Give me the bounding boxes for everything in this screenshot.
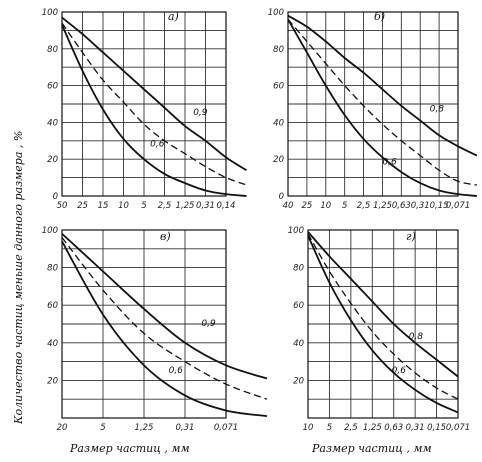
plot-frame xyxy=(287,11,459,197)
y-tick-label: 0 xyxy=(53,192,58,202)
series-line-0-9 xyxy=(61,16,247,172)
x-tick-label: 1,25 xyxy=(135,423,154,433)
x-tick-label: 50 xyxy=(57,201,68,211)
x-tick-label: 0,63 xyxy=(392,201,411,211)
panel-letter: г) xyxy=(406,230,416,243)
x-tick-label: 0,15 xyxy=(427,423,446,433)
series-line-dashed xyxy=(287,18,478,186)
x-tick-label: 15 xyxy=(98,201,109,211)
x-tick-label: 20 xyxy=(57,423,68,433)
x-tick-label: 5 xyxy=(100,423,105,433)
x-tick-label: 10 xyxy=(303,423,314,433)
series-line-0-9 xyxy=(61,233,268,380)
curve-label: 0,9 xyxy=(193,108,208,118)
y-axis-title: Количество частиц меньше данного размера… xyxy=(12,131,25,425)
series-line-0-8 xyxy=(307,231,459,378)
curve-label: 0,8 xyxy=(430,104,445,114)
x-axis-title-left: Размер частиц , мм xyxy=(69,442,190,455)
y-tick-label: 40 xyxy=(47,118,58,128)
y-tick-label: 40 xyxy=(293,339,304,349)
plot-frame xyxy=(61,229,227,419)
panel-letter: a) xyxy=(168,10,179,23)
series-line-dashed xyxy=(307,233,459,400)
panel-4: 100 80 60 40 20 10 5 2,5 1,25 0,63 0,31 0,15 0,071 0,… xyxy=(288,226,470,433)
x-tick-label: 0,071 xyxy=(446,201,470,211)
panel-1: 100 80 60 40 20 050 25 15 10 5 2,5 1,25 0,31 0,14 0,9 0… xyxy=(42,8,247,211)
x-tick-label: 0,31 xyxy=(411,201,430,211)
series-line-0-6 xyxy=(307,235,459,414)
x-tick-label: 2,5 xyxy=(158,201,172,211)
y-tick-label: 20 xyxy=(293,376,304,386)
curve-label: 0,6 xyxy=(169,366,184,376)
panel-letter: б) xyxy=(374,10,385,23)
curve-label: 0,6 xyxy=(392,366,407,376)
y-tick-label: 100 xyxy=(42,8,58,18)
plot-frame xyxy=(61,11,227,197)
series-line-0-6 xyxy=(61,24,247,197)
x-tick-label: 0,31 xyxy=(196,201,215,211)
y-tick-label: 60 xyxy=(273,82,284,92)
panel-letter: в) xyxy=(160,230,171,243)
x-tick-label: 1,25 xyxy=(373,201,392,211)
x-tick-label: 1,25 xyxy=(176,201,195,211)
x-tick-label: 25 xyxy=(77,201,88,211)
x-tick-label: 25 xyxy=(301,201,312,211)
series-line-0-8 xyxy=(287,14,478,157)
plot-frame xyxy=(307,229,459,419)
y-tick-label: 80 xyxy=(47,45,58,55)
y-tick-label: 60 xyxy=(47,301,58,311)
curve-label: 0,6 xyxy=(382,158,397,168)
x-tick-label: 10 xyxy=(118,201,129,211)
y-tick-label: 100 xyxy=(288,226,304,236)
x-tick-label: 5 xyxy=(141,201,146,211)
curve-label: 0,8 xyxy=(409,332,424,342)
panel-3: 100 80 60 40 20 20 5 1,25 0,31 0,071 0,9 0,6 в) xyxy=(42,226,268,433)
y-tick-label: 60 xyxy=(47,82,58,92)
y-tick-label: 20 xyxy=(47,155,58,165)
y-tick-label: 40 xyxy=(273,118,284,128)
x-tick-label: 10 xyxy=(320,201,331,211)
x-tick-label: 0,14 xyxy=(217,201,236,211)
y-tick-label: 80 xyxy=(273,45,284,55)
x-tick-label: 2,5 xyxy=(344,423,358,433)
y-tick-label: 60 xyxy=(293,301,304,311)
y-tick-label: 100 xyxy=(42,226,58,236)
series-line-dashed xyxy=(61,22,247,186)
x-tick-label: 0,31 xyxy=(406,423,425,433)
x-tick-label: 0,071 xyxy=(214,423,238,433)
x-tick-label: 0,15 xyxy=(430,201,449,211)
y-tick-label: 20 xyxy=(47,376,58,386)
series-line-dashed xyxy=(61,237,268,400)
x-tick-label: 0,31 xyxy=(176,423,195,433)
x-tick-label: 2,5 xyxy=(357,201,371,211)
y-tick-label: 20 xyxy=(273,155,284,165)
y-tick-label: 80 xyxy=(47,264,58,274)
x-tick-label: 0,63 xyxy=(384,423,403,433)
curve-label: 0,9 xyxy=(201,319,216,329)
y-tick-label: 0 xyxy=(279,192,284,202)
x-tick-label: 40 xyxy=(283,201,294,211)
y-tick-label: 40 xyxy=(47,339,58,349)
x-tick-label: 5 xyxy=(342,201,347,211)
y-tick-label: 100 xyxy=(268,8,284,18)
x-tick-label: 0,071 xyxy=(446,423,470,433)
x-axis-title-right: Размер частиц , мм xyxy=(311,442,432,455)
series-line-0-6 xyxy=(61,240,268,418)
curve-label: 0,6 xyxy=(150,139,165,149)
series-line-0-6 xyxy=(287,18,477,197)
y-tick-label: 80 xyxy=(293,264,304,274)
x-tick-label: 5 xyxy=(327,423,332,433)
x-tick-label: 1,25 xyxy=(363,423,382,433)
